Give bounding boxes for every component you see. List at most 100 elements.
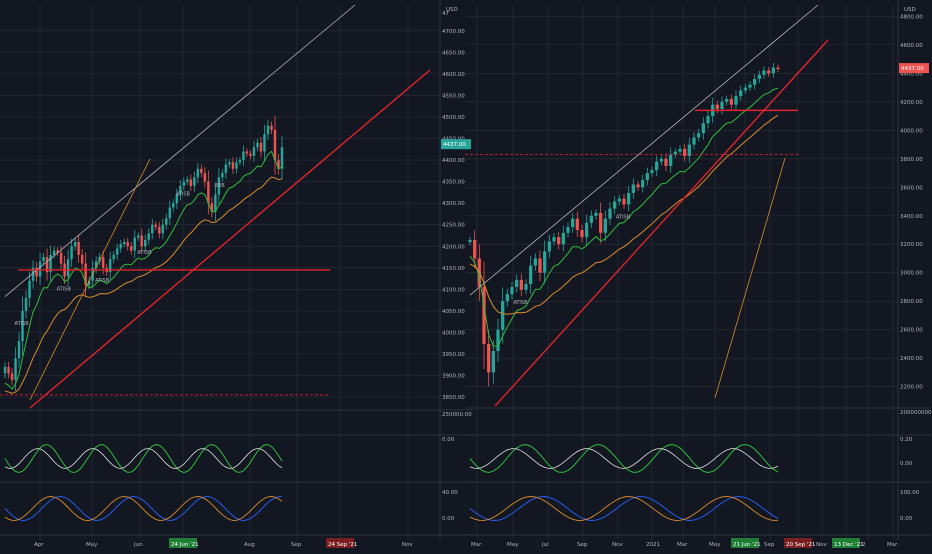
candle-body <box>196 168 200 178</box>
candle-body <box>266 125 270 135</box>
rsi-line <box>4 496 283 521</box>
candle-body <box>659 158 663 162</box>
x-tick-label: 13 Dec '21 <box>834 542 864 548</box>
candle-body <box>515 279 519 287</box>
candle-body <box>664 158 668 166</box>
last-price-badge <box>441 139 471 150</box>
y-tick-label: 4600.00 <box>900 43 923 49</box>
candle-body <box>189 179 193 186</box>
candle-body <box>165 218 168 225</box>
trend-line-red <box>494 39 829 407</box>
candle-body <box>669 154 673 166</box>
candle-body <box>552 237 556 242</box>
candle-body <box>524 284 528 290</box>
candle-body <box>259 142 263 152</box>
candle-body <box>172 203 175 208</box>
candle-body <box>589 215 593 223</box>
y-tick-label: 4000.00 <box>900 128 923 134</box>
candle-body <box>687 144 691 156</box>
x-tick-label: Nov <box>612 542 623 548</box>
candle-body <box>720 101 724 109</box>
y-tick-label: 4050.00 <box>442 309 465 315</box>
candle-body <box>151 224 154 234</box>
candle-body <box>594 212 598 216</box>
candle-body <box>571 218 575 228</box>
candle-body <box>603 218 607 233</box>
candle-body <box>193 177 196 186</box>
candle-body <box>561 232 565 245</box>
y-tick-label: 2400.00 <box>900 356 923 362</box>
x-tick-label: Mar <box>887 542 898 548</box>
candle-body <box>701 123 705 134</box>
x-tick-label: 2 <box>862 542 866 548</box>
x-tick-label: Nov <box>816 542 827 548</box>
candle-body <box>739 90 743 97</box>
y-tick-label: 3200.00 <box>900 242 923 248</box>
candle-body <box>73 241 77 247</box>
candle-body <box>743 87 747 91</box>
annotation-label: ATISB <box>137 250 152 256</box>
candle-body <box>224 164 228 174</box>
candle-body <box>94 261 98 268</box>
candle-body <box>608 208 612 219</box>
candle-body <box>585 222 589 238</box>
currency-label: USD <box>446 7 458 13</box>
x-tick-label: May <box>86 542 98 548</box>
y-tick-label: 4100.00 <box>442 287 465 293</box>
candle-body <box>66 259 70 277</box>
candle-body <box>49 254 52 273</box>
candle-body <box>771 67 775 74</box>
osc2-axis-label: 0.00 <box>900 516 913 522</box>
candle-body <box>108 259 112 273</box>
y-tick-label: 4200.00 <box>442 244 465 250</box>
candle-body <box>776 67 780 70</box>
candle-body <box>575 218 579 230</box>
candle-body <box>529 265 533 285</box>
candle-body <box>734 96 738 105</box>
candle-body <box>179 185 182 195</box>
candle-body <box>158 226 161 234</box>
candle-body <box>501 301 505 330</box>
candle-body <box>137 235 140 238</box>
volume-axis-label: 200000000.00 <box>900 410 932 416</box>
candle-body <box>762 70 766 75</box>
y-tick-label: 4550.00 <box>442 93 465 99</box>
candle-body <box>221 173 224 178</box>
annotation-label: BRB <box>214 183 225 189</box>
x-tick-label: Jul <box>541 542 549 548</box>
candle-body <box>235 162 238 169</box>
candle-body <box>144 239 147 247</box>
candle-body <box>566 227 570 233</box>
candle-body <box>231 162 235 169</box>
candle-body <box>692 137 696 145</box>
y-tick-label: 4150.00 <box>442 266 465 272</box>
annotation-label: ATISB <box>616 214 631 220</box>
candle-body <box>510 286 514 295</box>
candle-body <box>17 341 21 359</box>
candle-body <box>182 181 186 186</box>
x-tick-label: 24 Sep '21 <box>328 542 357 548</box>
candle-body <box>35 267 38 277</box>
candle-body <box>45 257 49 273</box>
y-tick-label: 3000.00 <box>900 271 923 277</box>
candle-body <box>70 246 73 260</box>
channel-line <box>469 4 819 296</box>
y-tick-label: 3900.00 <box>442 374 465 380</box>
candle-body <box>228 162 231 165</box>
oscillator-line <box>4 443 283 474</box>
candle-body <box>175 194 179 204</box>
candle-body <box>112 254 115 260</box>
projection-arrow <box>29 158 151 401</box>
candle-body <box>238 160 242 163</box>
candle-body <box>101 257 105 268</box>
candle-body <box>627 192 631 205</box>
candle-body <box>59 252 63 264</box>
panel-1: 3850.00 3900.00 3950.00 4000.00 4050.00 4100.… <box>0 0 472 548</box>
osc2-axis-label: 40.00 <box>442 490 458 496</box>
annotation-label: ATISB <box>513 300 528 306</box>
trend-line-red <box>29 69 431 409</box>
y-tick-label: 4400.00 <box>442 158 465 164</box>
